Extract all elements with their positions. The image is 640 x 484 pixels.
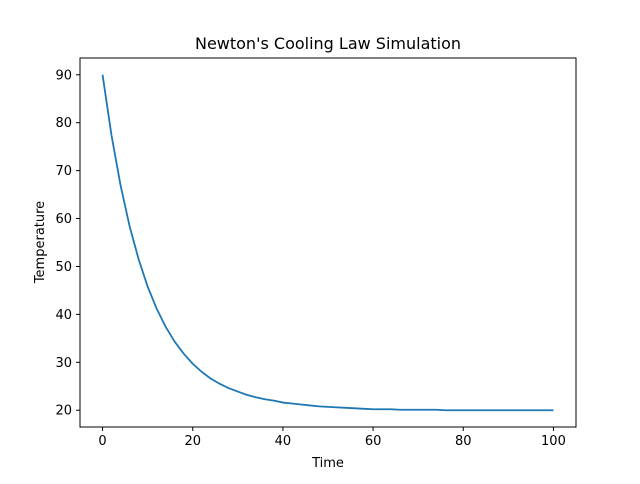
x-tick-label: 0 (98, 434, 106, 449)
y-tick-label: 70 (55, 164, 72, 179)
y-tick-label: 80 (55, 116, 72, 131)
y-axis-label: Temperature (33, 201, 48, 284)
series-layer (101, 74, 554, 412)
x-tick-label: 60 (365, 434, 382, 449)
x-tick-label: 20 (184, 434, 201, 449)
y-tick-label: 50 (55, 260, 72, 275)
y-tick-label: 90 (55, 68, 72, 83)
ticks-layer: 0 20 40 60 80 100 20 30 40 50 60 70 80 90 (55, 68, 565, 449)
x-tick-label: 100 (541, 434, 566, 449)
series-line-0 (101, 74, 554, 412)
x-axis-label: Time (311, 456, 344, 471)
x-tick-label: 40 (275, 434, 292, 449)
y-tick-label: 40 (55, 308, 72, 323)
plot-frame (79, 57, 577, 428)
x-tick-label: 80 (455, 434, 472, 449)
y-tick-label: 20 (55, 404, 72, 419)
chart-title: Newton's Cooling Law Simulation (195, 34, 461, 53)
y-tick-label: 60 (55, 212, 72, 227)
y-tick-label: 30 (55, 356, 72, 371)
